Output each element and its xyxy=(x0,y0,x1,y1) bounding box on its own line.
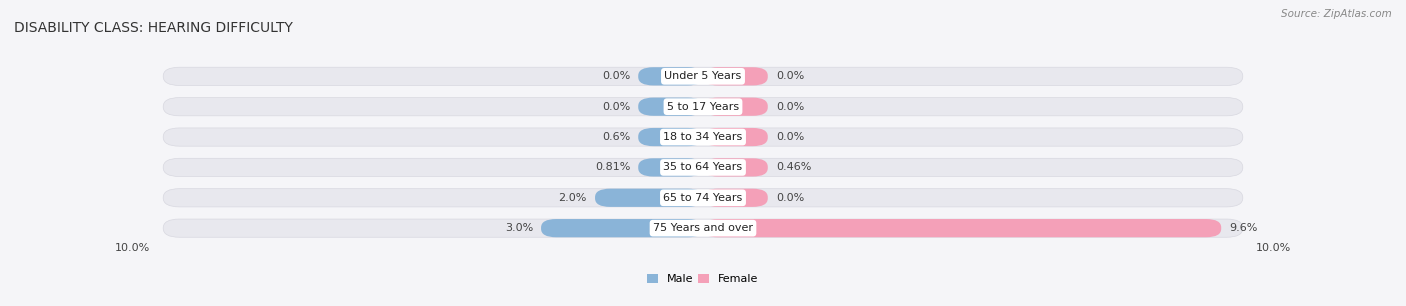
Text: 5 to 17 Years: 5 to 17 Years xyxy=(666,102,740,112)
FancyBboxPatch shape xyxy=(163,98,1243,116)
Legend: Male, Female: Male, Female xyxy=(643,269,763,289)
FancyBboxPatch shape xyxy=(638,98,703,116)
FancyBboxPatch shape xyxy=(638,128,703,146)
FancyBboxPatch shape xyxy=(638,158,703,177)
Text: 0.46%: 0.46% xyxy=(776,162,811,172)
Text: 0.81%: 0.81% xyxy=(595,162,630,172)
FancyBboxPatch shape xyxy=(163,158,1243,177)
Text: 0.0%: 0.0% xyxy=(776,193,804,203)
FancyBboxPatch shape xyxy=(163,67,1243,85)
Text: 35 to 64 Years: 35 to 64 Years xyxy=(664,162,742,172)
Text: 18 to 34 Years: 18 to 34 Years xyxy=(664,132,742,142)
FancyBboxPatch shape xyxy=(703,219,1222,237)
FancyBboxPatch shape xyxy=(163,128,1243,146)
FancyBboxPatch shape xyxy=(163,219,1243,237)
Text: 10.0%: 10.0% xyxy=(115,243,150,253)
FancyBboxPatch shape xyxy=(541,219,703,237)
Text: 0.0%: 0.0% xyxy=(776,102,804,112)
Text: 0.6%: 0.6% xyxy=(602,132,630,142)
Text: 0.0%: 0.0% xyxy=(602,102,630,112)
FancyBboxPatch shape xyxy=(703,67,768,85)
Text: 3.0%: 3.0% xyxy=(505,223,533,233)
FancyBboxPatch shape xyxy=(703,189,768,207)
Text: 0.0%: 0.0% xyxy=(776,132,804,142)
Text: 0.0%: 0.0% xyxy=(776,71,804,81)
Text: 75 Years and over: 75 Years and over xyxy=(652,223,754,233)
FancyBboxPatch shape xyxy=(638,67,703,85)
Text: 2.0%: 2.0% xyxy=(558,193,586,203)
FancyBboxPatch shape xyxy=(703,98,768,116)
Text: Under 5 Years: Under 5 Years xyxy=(665,71,741,81)
Text: Source: ZipAtlas.com: Source: ZipAtlas.com xyxy=(1281,9,1392,19)
FancyBboxPatch shape xyxy=(703,128,768,146)
Text: 9.6%: 9.6% xyxy=(1229,223,1258,233)
FancyBboxPatch shape xyxy=(163,189,1243,207)
Text: 0.0%: 0.0% xyxy=(602,71,630,81)
FancyBboxPatch shape xyxy=(595,189,703,207)
FancyBboxPatch shape xyxy=(703,158,768,177)
Text: DISABILITY CLASS: HEARING DIFFICULTY: DISABILITY CLASS: HEARING DIFFICULTY xyxy=(14,21,292,35)
Text: 10.0%: 10.0% xyxy=(1256,243,1291,253)
Text: 65 to 74 Years: 65 to 74 Years xyxy=(664,193,742,203)
